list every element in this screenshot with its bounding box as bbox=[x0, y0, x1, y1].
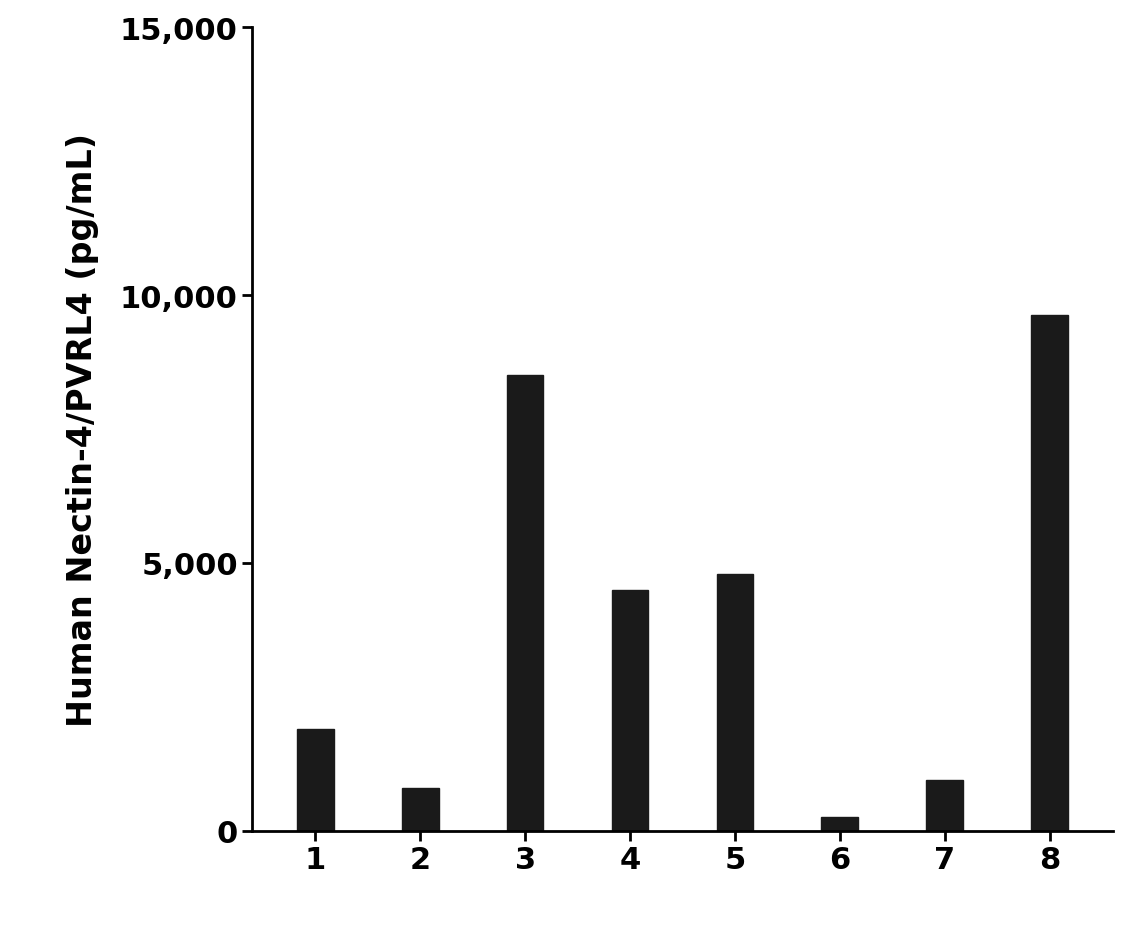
Y-axis label: Human Nectin-4/PVRL4 (pg/mL): Human Nectin-4/PVRL4 (pg/mL) bbox=[67, 133, 99, 726]
Bar bbox=[401, 788, 438, 831]
Bar bbox=[927, 780, 963, 831]
Bar bbox=[297, 729, 334, 831]
Bar bbox=[507, 376, 544, 831]
Bar bbox=[717, 574, 754, 831]
Bar bbox=[611, 590, 648, 831]
Bar bbox=[821, 818, 858, 831]
Bar bbox=[1031, 315, 1068, 831]
